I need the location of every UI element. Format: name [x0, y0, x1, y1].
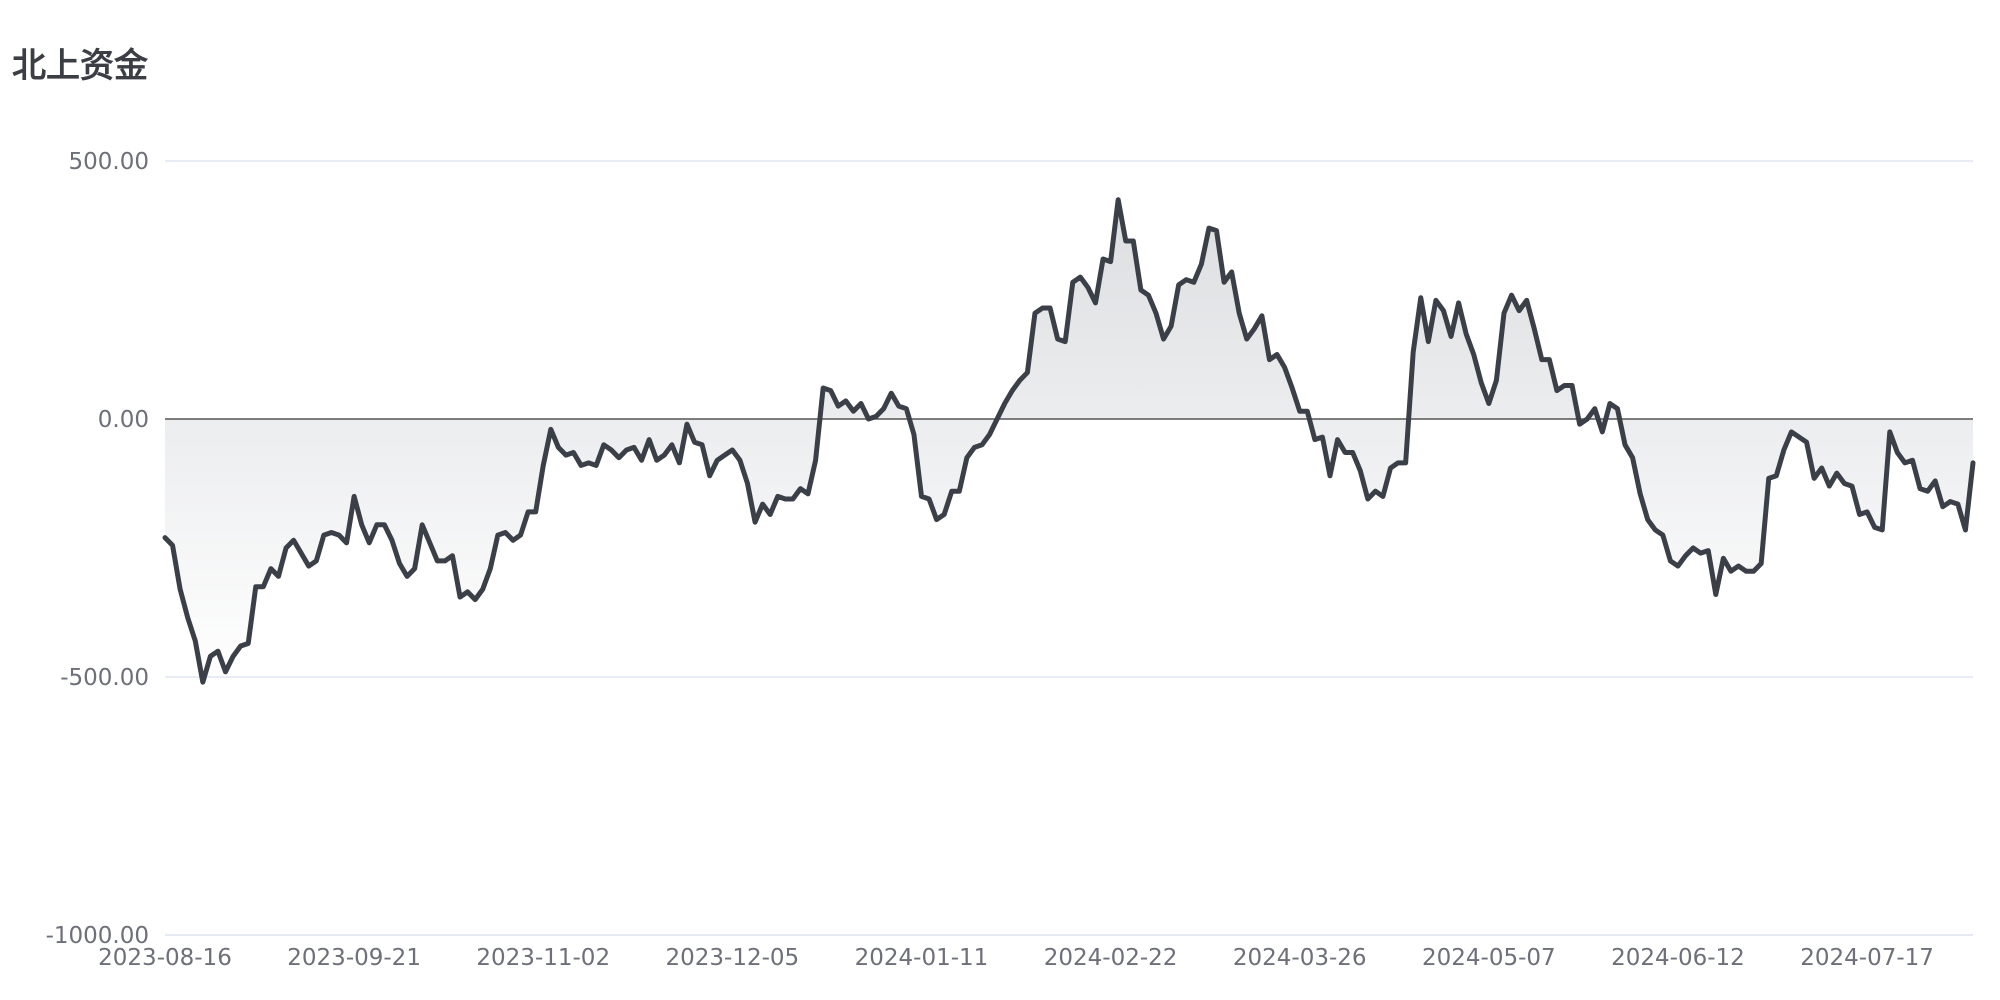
y-tick-label: 500.00 — [69, 149, 149, 175]
x-tick-label: 2024-05-07 — [1422, 945, 1556, 971]
y-tick-label: -1000.00 — [46, 923, 149, 949]
x-tick-label: 2023-11-02 — [476, 945, 610, 971]
series-line — [162, 197, 1976, 685]
x-tick-label: 2024-03-26 — [1233, 945, 1367, 971]
x-tick-label: 2024-07-17 — [1800, 945, 1934, 971]
chart-title: 北上资金 — [12, 46, 148, 86]
area-layer — [162, 197, 1976, 685]
x-tick-label: 2024-01-11 — [855, 945, 989, 971]
x-tick-label: 2024-02-22 — [1044, 945, 1178, 971]
y-tick-label: 0.00 — [98, 407, 149, 433]
x-tick-label: 2023-12-05 — [666, 945, 800, 971]
x-tick-label: 2024-06-12 — [1611, 945, 1745, 971]
x-tick-label: 2023-09-21 — [287, 945, 421, 971]
series-area-fill — [165, 199, 1973, 683]
y-tick-label: -500.00 — [60, 665, 149, 691]
x-tick-label: 2023-08-16 — [98, 945, 232, 971]
